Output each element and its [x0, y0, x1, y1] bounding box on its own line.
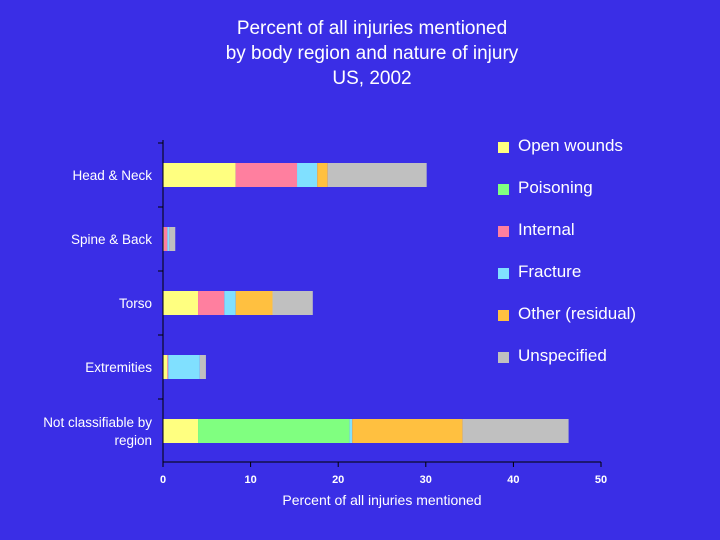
x-axis-label: Percent of all injuries mentioned [282, 492, 481, 508]
bar-head-neck-internal [235, 163, 298, 187]
bar-spine-back-unspecified [169, 227, 176, 251]
bar-not-classifiable-by-region-unspecified [462, 419, 569, 443]
x-tick-label: 40 [507, 474, 519, 486]
legend-swatch-open-wounds [498, 142, 509, 153]
bar-not-classifiable-by-region-other-residual [352, 419, 463, 443]
category-label: Extremities [85, 360, 152, 375]
bar-spine-back-internal [163, 227, 168, 251]
legend-item-internal: Internal [498, 220, 698, 244]
bar-torso-open-wounds [163, 291, 199, 315]
bar-not-classifiable-by-region-poisoning [198, 419, 350, 443]
chart-title-line-2: by body region and nature of injury [225, 43, 519, 64]
legend-label-other-residual: Other (residual) [518, 304, 637, 323]
category-label: Torso [119, 296, 152, 311]
bar-extremities-open-wounds [163, 355, 168, 379]
legend-label-open-wounds: Open wounds [518, 136, 623, 155]
category-label: Not classifiable by [43, 415, 152, 430]
bar-torso-unspecified [272, 291, 313, 315]
legend-swatch-fracture [498, 268, 509, 279]
chart-title-line-3: US, 2002 [332, 68, 412, 89]
bar-extremities-internal [167, 355, 169, 379]
legend-label-fracture: Fracture [518, 262, 582, 281]
bar-head-neck-fracture [297, 163, 318, 187]
legend-swatch-unspecified [498, 352, 509, 363]
bar-not-classifiable-by-region-fracture [349, 419, 353, 443]
x-tick-label: 20 [332, 474, 344, 486]
category-label: Spine & Back [71, 232, 152, 247]
category-label: Head & Neck [72, 168, 152, 183]
legend-swatch-internal [498, 226, 509, 237]
legend-item-unspecified: Unspecified [498, 346, 698, 370]
x-tick-label: 50 [595, 474, 607, 486]
bar-torso-internal [198, 291, 225, 315]
bar-extremities-unspecified [199, 355, 206, 379]
legend-label-internal: Internal [518, 220, 575, 239]
bar-not-classifiable-by-region-open-wounds [163, 419, 199, 443]
legend-label-unspecified: Unspecified [518, 346, 607, 365]
x-tick-label: 10 [244, 474, 256, 486]
chart-title-line-1: Percent of all injuries mentioned [236, 18, 508, 39]
legend-label-poisoning: Poisoning [518, 178, 593, 197]
chart-title: Percent of all injuries mentioned by bod… [0, 16, 720, 91]
x-tick-label: 0 [160, 474, 166, 486]
legend-item-open-wounds: Open wounds [498, 136, 698, 160]
x-tick-label: 30 [420, 474, 432, 486]
legend-swatch-other-residual [498, 310, 509, 321]
bar-head-neck-open-wounds [163, 163, 236, 187]
bar-head-neck-unspecified [327, 163, 427, 187]
bar-extremities-fracture [168, 355, 200, 379]
legend-item-fracture: Fracture [498, 262, 698, 286]
bar-torso-other-residual [235, 291, 273, 315]
legend-swatch-poisoning [498, 184, 509, 195]
bar-torso-fracture [224, 291, 236, 315]
bar-head-neck-other-residual [317, 163, 328, 187]
legend-item-other-residual: Other (residual) [498, 304, 698, 328]
legend-item-poisoning: Poisoning [498, 178, 698, 202]
bar-spine-back-fracture [167, 227, 170, 251]
category-label: region [114, 433, 152, 448]
